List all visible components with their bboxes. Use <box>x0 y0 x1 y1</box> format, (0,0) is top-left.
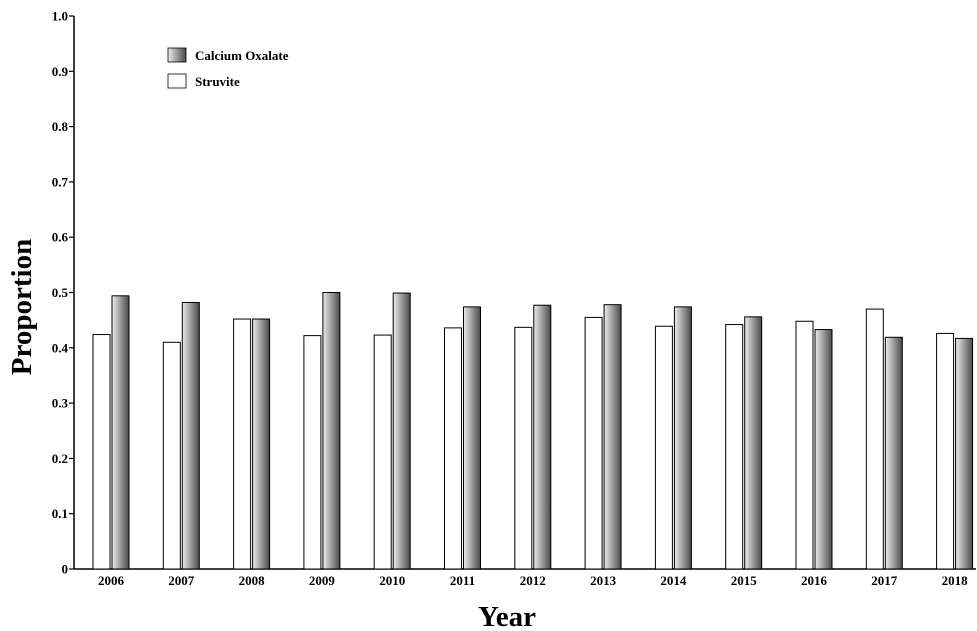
y-tick-label: 0.4 <box>52 340 69 355</box>
bar-calcium-oxalate-2006 <box>111 295 130 570</box>
y-tick-label: 0 <box>62 562 69 577</box>
x-tick-labels: 2006 2007 2008 2009 2010 2011 2012 2013 2014 2015… <box>98 573 968 588</box>
bar-struvite-2006 <box>92 334 111 570</box>
bar-calcium-oxalate-2013 <box>603 304 622 570</box>
legend-swatch-struvite <box>167 73 187 89</box>
x-tick-label-2015: 2015 <box>731 573 758 588</box>
bar-struvite-2012 <box>514 326 533 570</box>
bar-struvite-2011 <box>444 327 462 570</box>
y-tick-label: 0.9 <box>52 64 69 79</box>
y-tick-label: 0.8 <box>52 119 69 134</box>
x-tick-label-2014: 2014 <box>660 573 687 588</box>
bar-calcium-oxalate-2012 <box>533 304 552 570</box>
bar-calcium-oxalate-2007 <box>181 301 200 570</box>
bar-struvite-2009 <box>303 335 322 570</box>
bar-struvite-2015 <box>725 324 744 570</box>
y-tick-label: 0.6 <box>52 230 69 245</box>
x-tick-label-2007: 2007 <box>168 573 195 588</box>
x-tick-label-2009: 2009 <box>309 573 336 588</box>
bar-calcium-oxalate-2008 <box>252 318 271 570</box>
y-tick-label: 0.3 <box>52 396 69 411</box>
legend-label-struvite: Struvite <box>195 74 240 89</box>
y-tick-label: 0.1 <box>52 506 68 521</box>
bar-calcium-oxalate-2014 <box>673 306 692 570</box>
bar-calcium-oxalate-2015 <box>744 316 763 570</box>
bar-struvite-2007 <box>162 341 181 570</box>
legend-swatch-calcium-oxalate <box>167 47 187 63</box>
x-tick-label-2011: 2011 <box>450 573 475 588</box>
bar-struvite-2010 <box>373 334 392 570</box>
legend: Calcium Oxalate Struvite <box>167 47 289 89</box>
x-axis-title: Year <box>478 601 536 631</box>
bar-calcium-oxalate-2011 <box>463 306 481 570</box>
x-tick-label-2006: 2006 <box>98 573 125 588</box>
x-tick-label-2012: 2012 <box>520 573 546 588</box>
x-tick-label-2010: 2010 <box>379 573 405 588</box>
bar-calcium-oxalate-2018 <box>955 337 974 570</box>
bar-calcium-oxalate-2017 <box>884 336 903 570</box>
x-tick-label-2018: 2018 <box>942 573 969 588</box>
y-tick-label: 0.2 <box>52 451 68 466</box>
bars <box>92 292 974 570</box>
bar-struvite-2016 <box>795 320 814 570</box>
bar-struvite-2018 <box>936 332 955 570</box>
x-tick-label-2013: 2013 <box>590 573 617 588</box>
y-axis-title: Proportion <box>6 239 38 375</box>
x-tick-label-2016: 2016 <box>801 573 828 588</box>
bar-struvite-2008 <box>233 318 252 570</box>
bar-calcium-oxalate-2009 <box>322 292 341 570</box>
bar-struvite-2017 <box>865 308 884 570</box>
y-tick-label: 0.7 <box>52 174 69 189</box>
y-tick-label: 0.5 <box>52 285 69 300</box>
x-tick-label-2017: 2017 <box>871 573 898 588</box>
x-tick-label-2008: 2008 <box>239 573 266 588</box>
bar-calcium-oxalate-2016 <box>814 329 833 570</box>
bar-struvite-2014 <box>654 325 673 570</box>
legend-label-calcium-oxalate: Calcium Oxalate <box>195 48 289 63</box>
bar-calcium-oxalate-2010 <box>392 292 411 570</box>
y-tick-label: 1.0 <box>52 9 68 24</box>
bar-struvite-2013 <box>584 316 603 570</box>
y-ticks: 0 0.1 0.2 0.3 0.4 0.5 0.6 0.7 0.8 0.9 1.0 <box>52 9 74 577</box>
